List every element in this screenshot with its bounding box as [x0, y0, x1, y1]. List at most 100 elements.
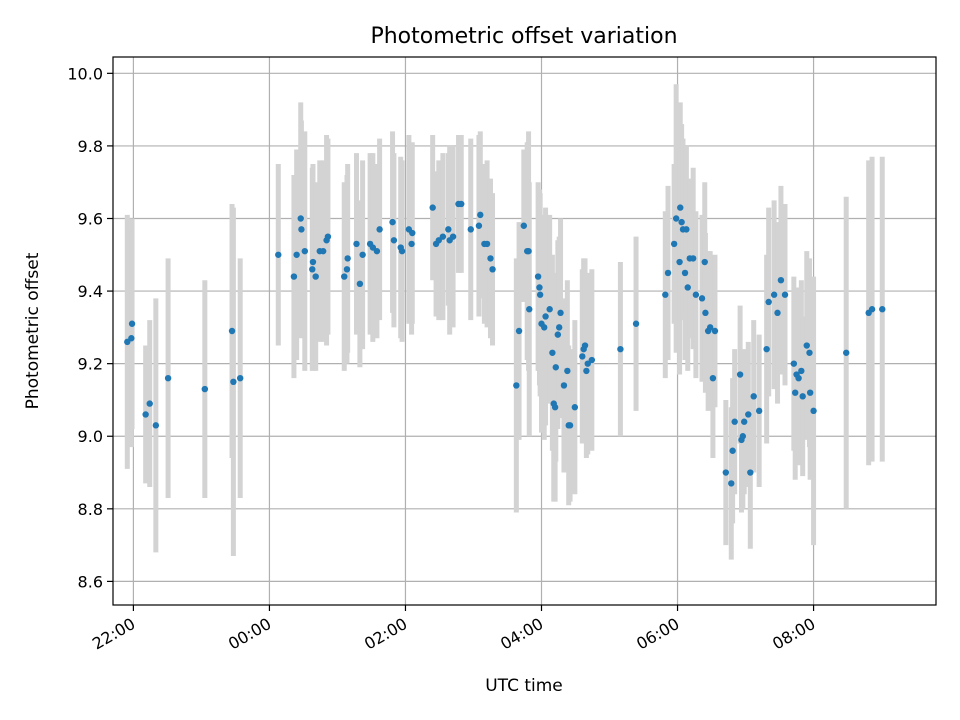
data-point — [566, 422, 574, 429]
y-tick-label: 9.0 — [78, 427, 103, 446]
data-point — [740, 418, 748, 425]
x-axis-label: UTC time — [485, 676, 563, 696]
data-point — [390, 237, 398, 244]
data-point — [692, 291, 700, 298]
data-point — [526, 306, 533, 313]
data-point — [146, 400, 153, 407]
data-point — [536, 291, 544, 298]
data-point — [677, 204, 684, 211]
data-point — [792, 389, 799, 396]
markers — [124, 200, 886, 487]
data-point — [525, 247, 532, 255]
data-point — [309, 258, 317, 266]
data-point — [617, 345, 624, 353]
data-point — [309, 266, 316, 273]
data-point — [542, 313, 549, 320]
y-tick-label: 9.8 — [78, 137, 103, 156]
data-point — [755, 407, 763, 415]
data-point — [549, 349, 556, 356]
data-point — [128, 320, 136, 327]
data-point — [275, 251, 282, 258]
y-tick-label: 10.0 — [67, 64, 103, 83]
y-tick-label: 9.6 — [78, 209, 103, 228]
data-point — [711, 327, 719, 335]
data-point — [560, 382, 568, 389]
data-point — [551, 404, 559, 411]
data-point — [554, 331, 562, 338]
data-point — [701, 258, 708, 266]
data-point — [729, 447, 736, 454]
data-point — [799, 393, 806, 400]
plot-frame — [112, 56, 937, 606]
data-point — [781, 291, 789, 298]
data-point — [557, 309, 564, 317]
data-point — [672, 215, 680, 222]
data-point — [520, 222, 528, 229]
chart-title: Photometric offset variation — [370, 24, 677, 49]
data-point — [298, 226, 305, 233]
data-point — [201, 385, 209, 393]
data-point — [765, 298, 772, 306]
data-point — [435, 237, 442, 244]
data-point — [359, 251, 366, 258]
data-point — [398, 247, 406, 255]
data-point — [879, 306, 886, 313]
data-point — [536, 284, 543, 291]
data-point — [676, 258, 683, 266]
data-point — [301, 247, 309, 255]
data-point — [513, 382, 520, 389]
data-point — [684, 284, 691, 291]
data-point — [475, 222, 483, 229]
data-point — [376, 226, 383, 233]
data-point — [409, 229, 416, 237]
data-point — [806, 349, 813, 356]
data-point — [709, 374, 717, 382]
data-point — [698, 295, 706, 302]
data-point — [868, 306, 876, 313]
data-point — [770, 291, 778, 298]
data-point — [449, 233, 457, 240]
data-point — [236, 374, 244, 382]
data-point — [702, 309, 709, 317]
data-point — [312, 273, 319, 280]
data-point — [722, 469, 730, 476]
data-point — [369, 244, 377, 251]
y-axis-ticks: 8.6 8.8 9.0 9.2 9.4 9.6 9.8 10.0 — [67, 64, 113, 591]
data-point — [790, 360, 798, 367]
y-tick-label: 9.2 — [78, 355, 103, 374]
data-point — [555, 324, 563, 331]
data-point — [689, 255, 697, 262]
data-point — [795, 374, 802, 382]
data-point — [297, 215, 304, 222]
data-point — [581, 342, 589, 349]
data-point — [515, 327, 523, 335]
data-point — [356, 280, 364, 288]
data-point — [777, 276, 785, 284]
data-point — [124, 338, 131, 346]
data-point — [681, 269, 689, 277]
data-point — [774, 309, 781, 317]
data-point — [810, 407, 817, 415]
data-point — [706, 324, 714, 331]
data-point — [534, 273, 542, 280]
data-point — [541, 324, 548, 331]
data-point — [564, 367, 571, 375]
data-point — [731, 418, 738, 425]
data-point — [445, 226, 452, 233]
data-point — [458, 200, 465, 208]
data-point — [319, 247, 327, 255]
data-point — [164, 374, 172, 382]
data-point — [290, 273, 298, 280]
data-point — [344, 255, 351, 262]
data-point — [664, 269, 672, 277]
data-point — [750, 393, 757, 400]
data-point — [341, 273, 348, 280]
data-point — [152, 422, 160, 429]
data-point — [728, 480, 735, 487]
y-tick-label: 8.8 — [78, 500, 103, 519]
data-point — [439, 233, 447, 240]
y-tick-label: 8.6 — [78, 572, 103, 591]
data-point — [477, 211, 484, 219]
data-point — [670, 240, 678, 248]
